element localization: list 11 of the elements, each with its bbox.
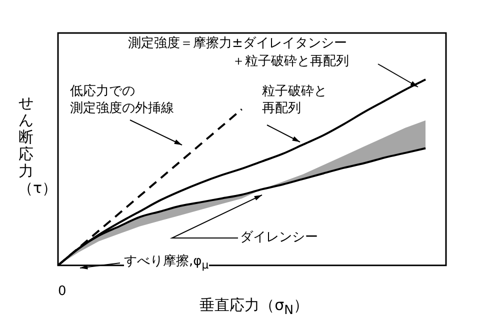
annotation: 測定強度の外挿線	[70, 101, 174, 117]
y-axis-title: せん断応力（τ）	[18, 94, 58, 197]
text: ＋粒子破砕と再配列	[232, 54, 349, 70]
annotation: 低応力での	[70, 84, 135, 100]
annotation: 粒子破砕と	[262, 84, 327, 100]
text: 0	[58, 284, 66, 300]
annotation: ダイレンシー	[240, 230, 318, 246]
text: 測定強度＝摩擦力±ダイレイタンシー	[128, 36, 347, 52]
annotation: すべり摩擦,φ$_{μ}$	[124, 254, 209, 274]
x-axis-title: 垂直応力（σ$_{N}$）	[200, 296, 308, 317]
annotation: 再配列	[262, 101, 301, 117]
